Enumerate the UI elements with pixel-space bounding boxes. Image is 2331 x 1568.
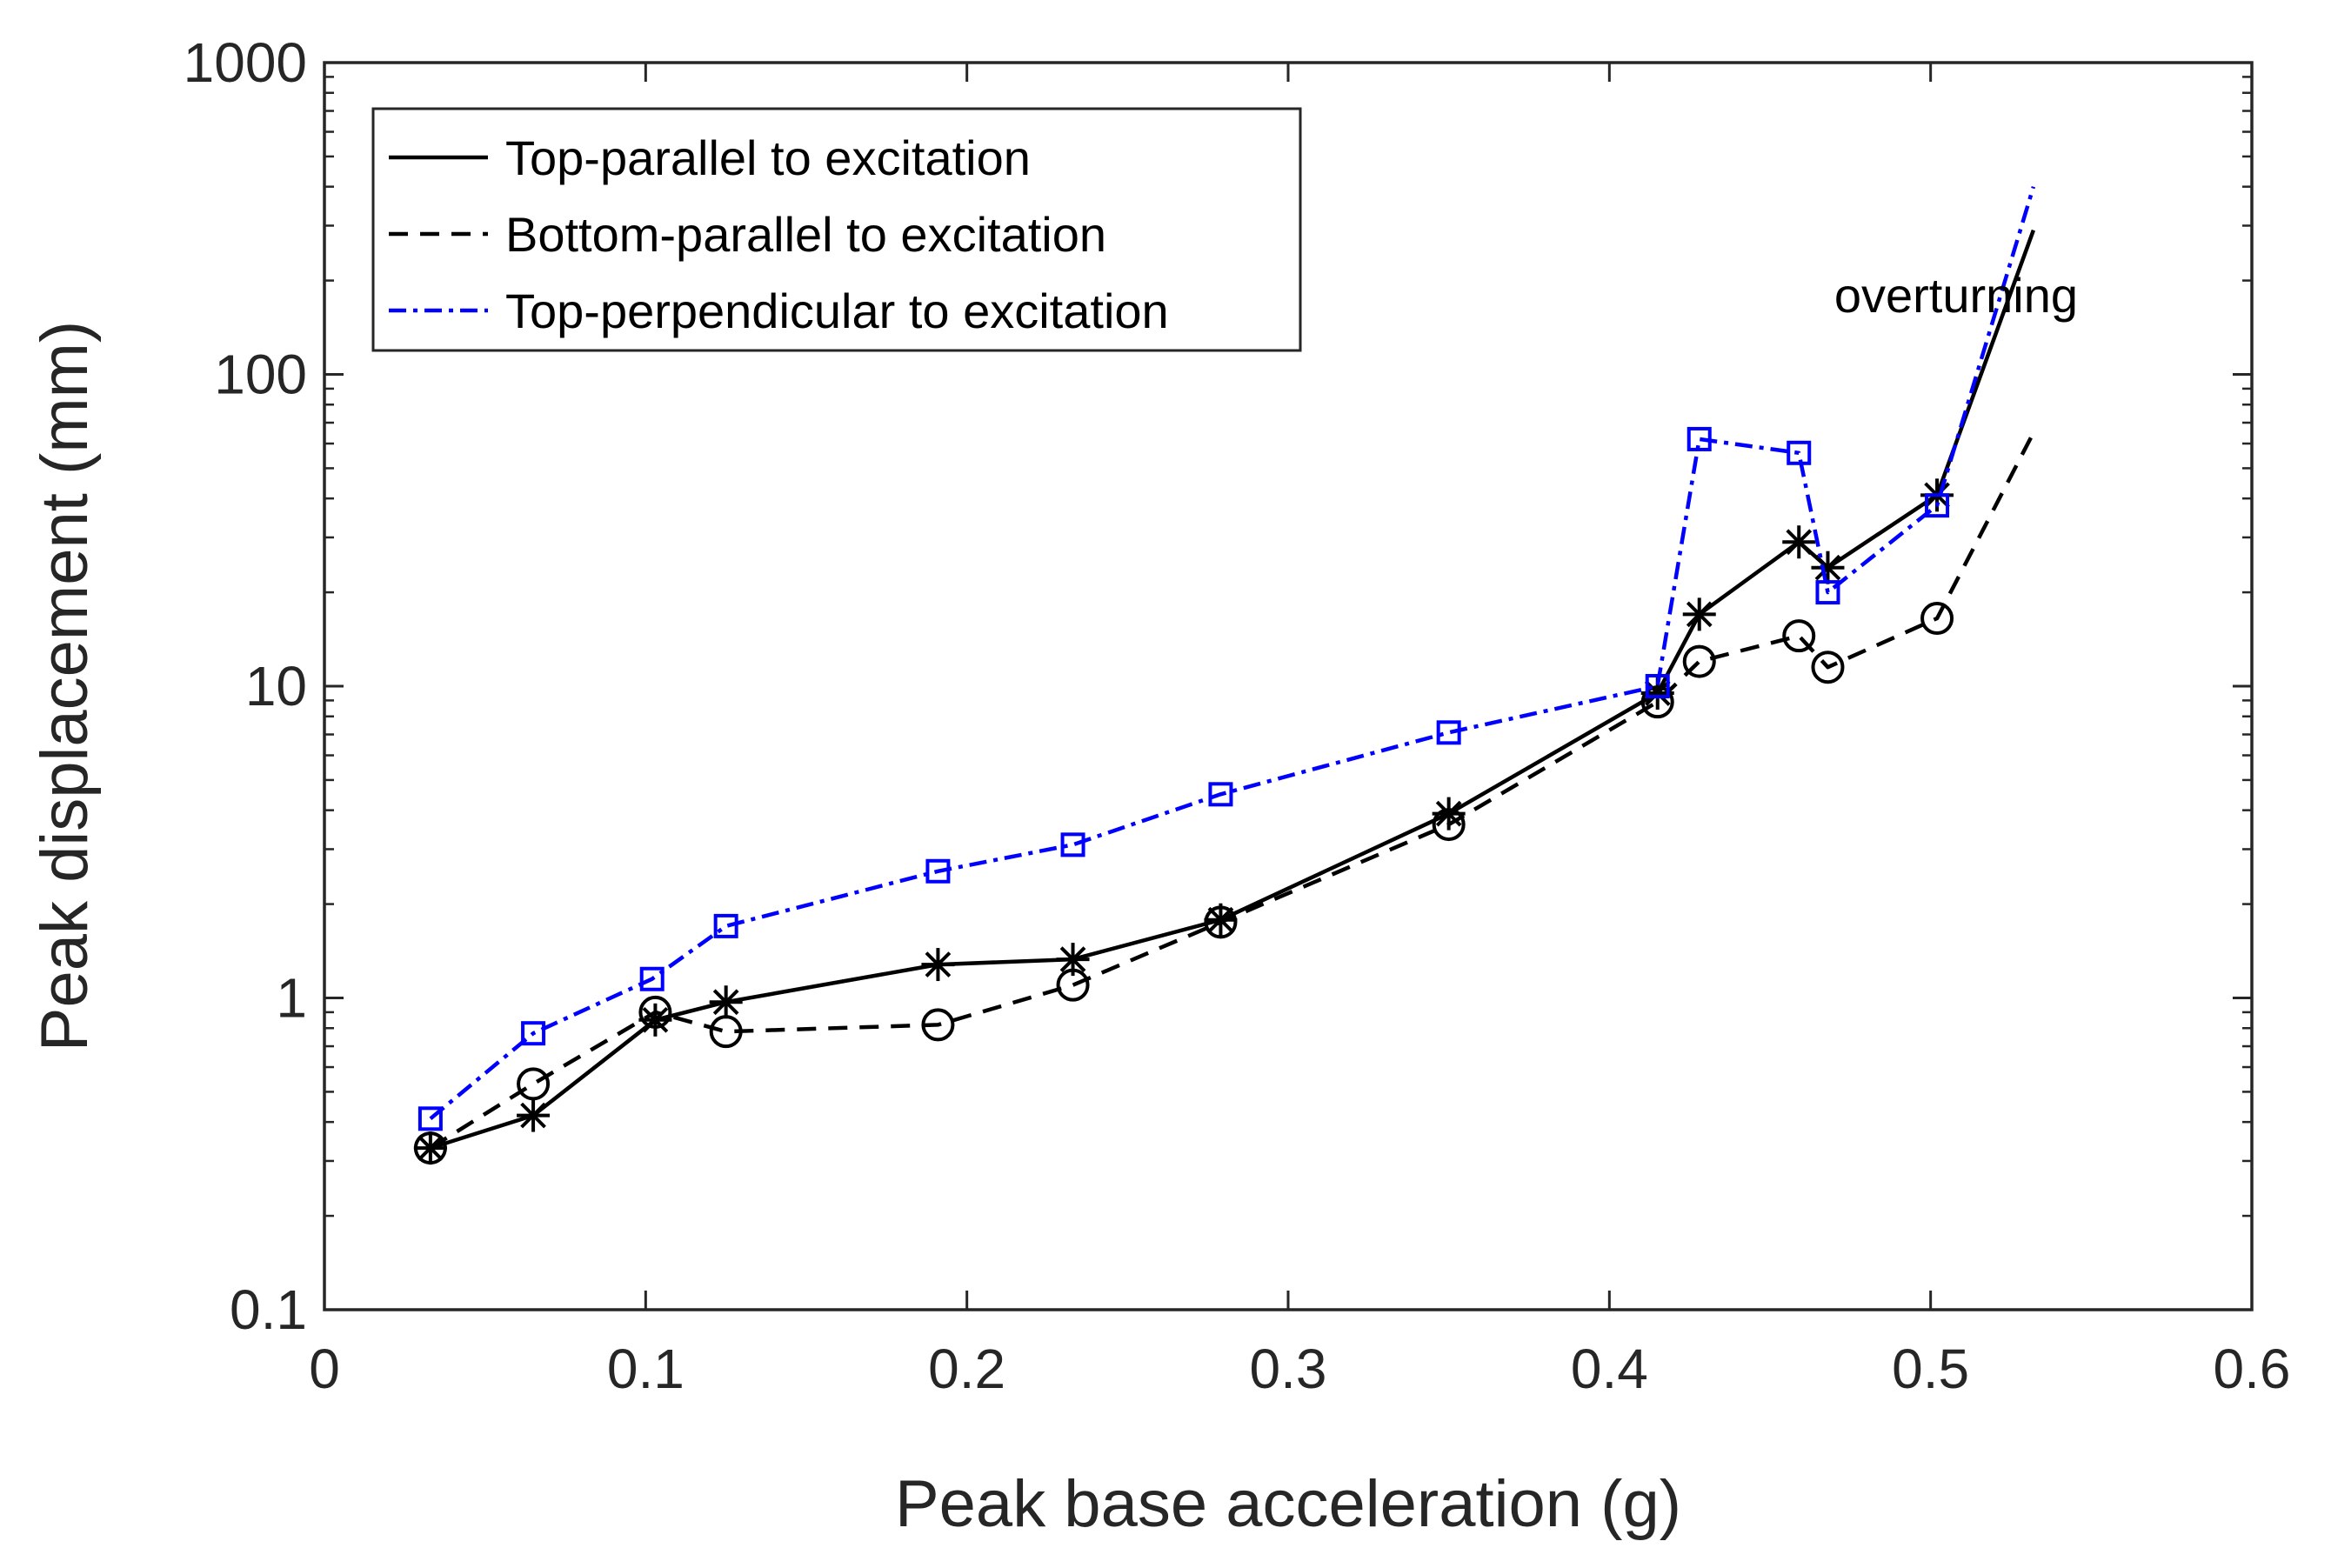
x-tick-label: 0	[309, 1338, 340, 1400]
data-point-square	[1060, 832, 1085, 857]
legend-label-1: Top-parallel to excitation	[505, 130, 1031, 185]
data-point-asterisk	[413, 1131, 447, 1165]
data-point-square	[1686, 426, 1712, 451]
y-tick-label: 100	[214, 344, 307, 406]
data-point-circle	[921, 1008, 955, 1042]
x-tick-label: 0.6	[2214, 1338, 2291, 1400]
x-tick-label: 0.4	[1571, 1338, 1648, 1400]
y-tick-label: 1	[276, 967, 307, 1030]
data-point-square	[1925, 493, 1950, 518]
data-point-square	[1645, 674, 1670, 698]
data-point-square	[417, 1106, 443, 1131]
series-line-2	[429, 431, 2035, 1151]
data-point-circle	[517, 1067, 551, 1101]
y-tick-label: 0.1	[230, 1278, 307, 1341]
data-point-circle	[1682, 644, 1716, 678]
series-markers-1	[413, 478, 1954, 1165]
data-point-circle	[638, 995, 672, 1029]
series-markers-2	[413, 602, 1954, 1165]
data-point-circle	[1920, 602, 1954, 636]
data-point-circle	[1782, 619, 1816, 653]
data-point-circle	[1204, 905, 1238, 939]
data-point-asterisk	[709, 985, 743, 1019]
x-tick-label: 0.2	[928, 1338, 1005, 1400]
data-point-asterisk	[1811, 550, 1845, 584]
data-point-circle	[709, 1015, 743, 1049]
data-point-square	[521, 1021, 546, 1046]
annotation-label: overturning	[1834, 268, 2078, 323]
data-point-square	[1787, 440, 1812, 465]
data-point-square	[925, 858, 951, 884]
data-point-square	[1208, 782, 1233, 807]
series-line-3	[429, 186, 2036, 1121]
series-markers-3	[417, 426, 1950, 1131]
x-tick-label: 0.5	[1892, 1338, 1969, 1400]
legend-label-3: Top-perpendicular to excitation	[505, 284, 1169, 338]
legend: Top-parallel to excitation Bottom-paralle…	[371, 107, 1302, 352]
data-point-asterisk	[1056, 943, 1090, 977]
data-point-circle	[413, 1131, 447, 1165]
legend-box	[371, 107, 1302, 352]
legend-label-2: Bottom-parallel to excitation	[505, 207, 1106, 262]
annotations: overturning	[1834, 268, 2078, 323]
data-point-circle	[1432, 808, 1466, 842]
data-point-asterisk	[1782, 525, 1816, 559]
data-point-asterisk	[517, 1098, 551, 1132]
x-tick-label: 0.3	[1250, 1338, 1327, 1400]
y-axis-title: Peak displacement (mm)	[28, 321, 102, 1052]
data-point-square	[639, 966, 665, 991]
data-point-asterisk	[1682, 597, 1716, 631]
data-point-asterisk	[921, 948, 955, 982]
data-point-circle	[1056, 968, 1090, 1002]
y-tick-label: 10	[245, 655, 307, 717]
data-point-asterisk	[1204, 903, 1238, 937]
data-point-square	[1436, 720, 1461, 745]
x-axis-title: Peak base acceleration (g)	[895, 1467, 1681, 1541]
data-point-circle	[1811, 651, 1845, 684]
y-tick-label: 1000	[184, 31, 307, 94]
data-point-square	[713, 913, 738, 938]
x-tick-label: 0.1	[607, 1338, 685, 1400]
data-point-circle	[1640, 685, 1674, 719]
data-point-square	[1815, 580, 1840, 605]
plot-area	[413, 186, 2036, 1165]
